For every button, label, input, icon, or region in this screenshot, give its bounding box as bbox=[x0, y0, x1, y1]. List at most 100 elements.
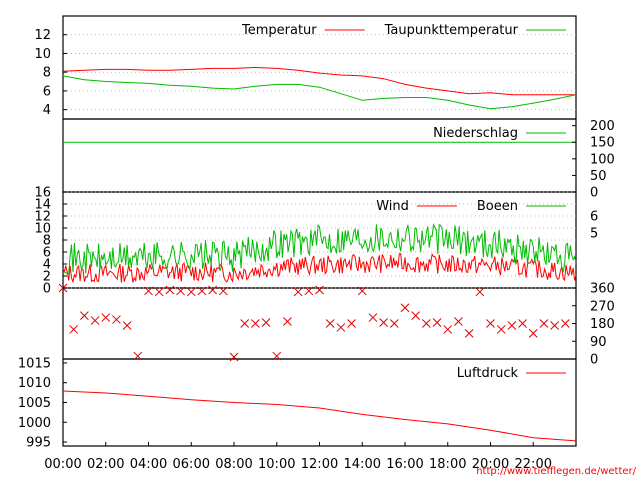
wind-ytick-label: 6 bbox=[43, 246, 51, 261]
wind-ytick-label: 2 bbox=[43, 270, 51, 285]
pressure-series-luftdruck bbox=[62, 390, 577, 442]
xtick-label: 12:00 bbox=[301, 457, 338, 472]
wind-ytick-label: 14 bbox=[34, 198, 51, 213]
xtick-label: 00:00 bbox=[44, 457, 81, 472]
precipitation-ytick-label: 100 bbox=[590, 152, 615, 167]
wind-direction-point bbox=[432, 318, 442, 327]
precipitation-legend-label: Niederschlag bbox=[433, 126, 518, 141]
wind-direction-point bbox=[518, 319, 527, 328]
xtick-label: 08:00 bbox=[215, 457, 252, 472]
wind-direction-point bbox=[357, 286, 367, 296]
wind-direction-point bbox=[229, 352, 239, 362]
wind-ytick-label: 10 bbox=[34, 222, 51, 237]
wind-direction-point bbox=[443, 325, 453, 334]
wind-direction-point bbox=[112, 315, 121, 324]
wind-direction-ytick-label: 0 bbox=[590, 353, 598, 368]
precipitation-ytick-label: 50 bbox=[590, 169, 607, 184]
wind-y2tick-label: 6 bbox=[590, 210, 598, 225]
wind-direction-point bbox=[133, 351, 143, 361]
wind-direction-ytick-label: 180 bbox=[590, 317, 615, 332]
wind-direction-point bbox=[379, 318, 388, 327]
wind-direction-point bbox=[315, 285, 324, 295]
wind-direction-point bbox=[208, 285, 217, 295]
wind-direction-point bbox=[186, 287, 196, 297]
xtick-label: 14:00 bbox=[344, 457, 381, 472]
wind-direction-point bbox=[528, 329, 538, 338]
xtick-label: 04:00 bbox=[130, 457, 167, 472]
wind-direction-point bbox=[240, 319, 250, 328]
wind-direction-point bbox=[69, 325, 79, 334]
wind-series-boeen bbox=[62, 223, 577, 275]
temperature-ytick-label: 4 bbox=[43, 103, 51, 118]
temperature-ytick-label: 12 bbox=[34, 28, 51, 43]
wind-legend-label: Boeen bbox=[477, 199, 518, 214]
pressure-ytick-label: 1000 bbox=[18, 416, 51, 431]
temperature-legend-label: Taupunkttemperatur bbox=[384, 23, 519, 38]
precipitation-ytick-label: 0 bbox=[590, 186, 598, 201]
wind-direction-point bbox=[283, 317, 292, 326]
wind-direction-point bbox=[454, 317, 463, 326]
wind-direction-point bbox=[165, 285, 175, 295]
source-url: http://www.tiefflegen.de/wetter/ bbox=[476, 466, 636, 477]
pressure-ytick-label: 1015 bbox=[18, 356, 51, 371]
wind-direction-point bbox=[101, 313, 111, 322]
wind-direction-point bbox=[80, 311, 89, 320]
wind-direction-point bbox=[336, 323, 346, 332]
wind-direction-point bbox=[550, 321, 559, 330]
pressure-ytick-label: 1010 bbox=[18, 376, 51, 391]
wind-direction-point bbox=[422, 319, 431, 328]
wind-legend-label: Wind bbox=[376, 199, 409, 214]
wind-direction-point bbox=[486, 319, 495, 328]
wind-series-wind bbox=[62, 253, 577, 284]
wind-direction-point bbox=[496, 325, 506, 334]
xtick-label: 20:00 bbox=[472, 457, 509, 472]
xtick-label: 22:00 bbox=[515, 457, 552, 472]
wind-direction-point bbox=[400, 303, 410, 313]
wind-direction-point bbox=[389, 319, 399, 328]
wind-y2tick-label: 5 bbox=[590, 227, 598, 242]
wind-direction-point bbox=[176, 286, 185, 296]
wind-direction-point bbox=[507, 321, 517, 330]
temperature-ytick-label: 10 bbox=[34, 47, 51, 62]
pressure-ytick-label: 1005 bbox=[18, 396, 51, 411]
wind-direction-frame bbox=[62, 287, 577, 360]
wind-ytick-label: 16 bbox=[34, 186, 51, 201]
wind-ytick-label: 12 bbox=[34, 210, 51, 225]
legends: Taupunkttemperatur Temperatur Niederschlag… bbox=[241, 23, 566, 381]
pressure-ytick-label: 995 bbox=[26, 436, 51, 451]
temperature-ytick-label: 6 bbox=[43, 84, 51, 99]
wind-direction-point bbox=[539, 319, 549, 328]
temperature-series-taupunkttemperatur bbox=[62, 75, 577, 110]
wind-direction-point bbox=[325, 319, 335, 328]
wind-direction-point bbox=[464, 329, 474, 338]
wind-direction-point bbox=[293, 287, 303, 297]
wind-direction-point bbox=[475, 287, 485, 297]
pressure-legend-label: Luftdruck bbox=[457, 366, 519, 381]
tick-labels: 4681012050100150200024681012141656090180… bbox=[18, 28, 615, 472]
series-layer bbox=[58, 66, 577, 442]
precipitation-ytick-label: 200 bbox=[590, 119, 615, 134]
wind-ytick-label: 0 bbox=[43, 282, 51, 297]
wind-ytick-label: 4 bbox=[43, 258, 51, 273]
wind-direction-point bbox=[347, 319, 356, 328]
wind-direction-point bbox=[560, 319, 570, 328]
wind-direction-ytick-label: 270 bbox=[590, 299, 615, 314]
xtick-label: 06:00 bbox=[173, 457, 210, 472]
wind-direction-point bbox=[197, 286, 207, 296]
xtick-label: 10:00 bbox=[258, 457, 295, 472]
xtick-label: 02:00 bbox=[87, 457, 124, 472]
wind-direction-point bbox=[304, 286, 314, 296]
wind-direction-point bbox=[154, 287, 164, 297]
temperature-series-temperatur bbox=[62, 66, 576, 96]
wind-direction-point bbox=[218, 286, 228, 296]
xtick-label: 18:00 bbox=[429, 457, 466, 472]
wind-direction-point bbox=[144, 286, 153, 296]
xtick-label: 16:00 bbox=[386, 457, 423, 472]
wind-direction-point bbox=[368, 313, 378, 322]
wind-ytick-label: 8 bbox=[43, 234, 51, 249]
wind-direction-point bbox=[251, 319, 260, 328]
wind-direction-ytick-label: 360 bbox=[590, 282, 615, 297]
wind-direction-point bbox=[272, 351, 282, 361]
wind-direction-point bbox=[122, 321, 132, 330]
